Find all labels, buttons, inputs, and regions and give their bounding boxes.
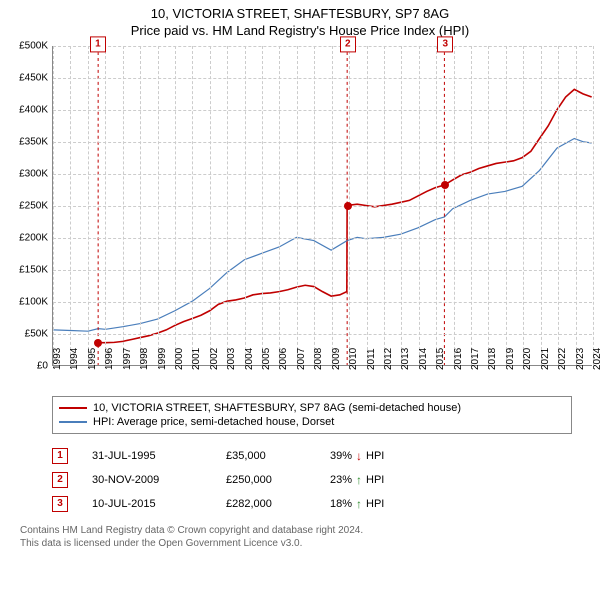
chart: 123 £0£50K£100K£150K£200K£250K£300K£350K…	[52, 46, 592, 386]
gridline-v	[245, 46, 246, 365]
arrow-icon: ↑	[356, 497, 362, 511]
gridline-v	[576, 46, 577, 365]
ytick-label: £150K	[8, 264, 48, 275]
gridline-v	[436, 46, 437, 365]
gridline-v	[523, 46, 524, 365]
gridline-h	[53, 334, 592, 335]
xtick-label: 2024	[592, 348, 600, 370]
gridline-v	[53, 46, 54, 365]
ytick-label: £0	[8, 360, 48, 371]
gridline-v	[401, 46, 402, 365]
event-date: 30-NOV-2009	[92, 474, 202, 486]
footer-line-1: Contains HM Land Registry data © Crown c…	[20, 524, 590, 537]
gridline-v	[227, 46, 228, 365]
gridline-h	[53, 46, 592, 47]
gridline-h	[53, 270, 592, 271]
ytick-label: £250K	[8, 200, 48, 211]
gridline-v	[158, 46, 159, 365]
event-row: 2 30-NOV-2009 £250,000 23% ↑ HPI	[52, 468, 572, 492]
legend-row: HPI: Average price, semi-detached house,…	[59, 415, 565, 429]
gridline-v	[593, 46, 594, 365]
gridline-h	[53, 110, 592, 111]
event-row: 1 31-JUL-1995 £35,000 39% ↓ HPI	[52, 444, 572, 468]
ytick-label: £450K	[8, 72, 48, 83]
event-box: 2	[52, 472, 68, 488]
gridline-v	[454, 46, 455, 365]
gridline-v	[314, 46, 315, 365]
event-delta-pct: 23%	[330, 474, 352, 486]
gridline-h	[53, 174, 592, 175]
ytick-label: £400K	[8, 104, 48, 115]
marker-box: 1	[90, 36, 106, 52]
gridline-v	[175, 46, 176, 365]
gridline-v	[210, 46, 211, 365]
gridline-h	[53, 238, 592, 239]
title-line-1: 10, VICTORIA STREET, SHAFTESBURY, SP7 8A…	[10, 6, 590, 23]
gridline-v	[332, 46, 333, 365]
event-delta-suffix: HPI	[366, 498, 384, 510]
event-delta-pct: 39%	[330, 450, 352, 462]
marker-dot	[94, 339, 102, 347]
gridline-v	[419, 46, 420, 365]
gridline-v	[140, 46, 141, 365]
event-row: 3 10-JUL-2015 £282,000 18% ↑ HPI	[52, 492, 572, 516]
marker-box: 2	[340, 36, 356, 52]
marker-dot	[344, 202, 352, 210]
gridline-v	[297, 46, 298, 365]
gridline-v	[123, 46, 124, 365]
gridline-h	[53, 302, 592, 303]
ytick-label: £200K	[8, 232, 48, 243]
event-delta-suffix: HPI	[366, 474, 384, 486]
gridline-v	[471, 46, 472, 365]
event-price: £250,000	[226, 474, 306, 486]
marker-dot	[441, 181, 449, 189]
event-date: 31-JUL-1995	[92, 450, 202, 462]
ytick-label: £500K	[8, 40, 48, 51]
page: 10, VICTORIA STREET, SHAFTESBURY, SP7 8A…	[0, 0, 600, 590]
legend-row: 10, VICTORIA STREET, SHAFTESBURY, SP7 8A…	[59, 401, 565, 415]
arrow-icon: ↓	[356, 449, 362, 463]
event-delta-pct: 18%	[330, 498, 352, 510]
gridline-v	[384, 46, 385, 365]
gridline-h	[53, 78, 592, 79]
gridline-v	[192, 46, 193, 365]
event-date: 10-JUL-2015	[92, 498, 202, 510]
event-price: £35,000	[226, 450, 306, 462]
legend-label: HPI: Average price, semi-detached house,…	[93, 416, 334, 428]
legend-swatch	[59, 421, 87, 423]
gridline-v	[488, 46, 489, 365]
gridline-v	[88, 46, 89, 365]
gridline-v	[541, 46, 542, 365]
series-property	[98, 89, 592, 342]
ytick-label: £350K	[8, 136, 48, 147]
event-delta: 39% ↓ HPI	[330, 449, 384, 463]
ytick-label: £100K	[8, 296, 48, 307]
gridline-v	[279, 46, 280, 365]
event-delta: 23% ↑ HPI	[330, 473, 384, 487]
footer: Contains HM Land Registry data © Crown c…	[20, 524, 590, 550]
plot-area: 123	[52, 46, 592, 366]
event-box: 1	[52, 448, 68, 464]
footer-line-2: This data is licensed under the Open Gov…	[20, 537, 590, 550]
event-box: 3	[52, 496, 68, 512]
gridline-h	[53, 142, 592, 143]
gridline-h	[53, 206, 592, 207]
gridline-v	[70, 46, 71, 365]
legend-swatch	[59, 407, 87, 409]
marker-box: 3	[437, 36, 453, 52]
gridline-v	[506, 46, 507, 365]
arrow-icon: ↑	[356, 473, 362, 487]
legend: 10, VICTORIA STREET, SHAFTESBURY, SP7 8A…	[52, 396, 572, 434]
gridline-v	[367, 46, 368, 365]
gridline-v	[558, 46, 559, 365]
event-price: £282,000	[226, 498, 306, 510]
event-delta: 18% ↑ HPI	[330, 497, 384, 511]
ytick-label: £300K	[8, 168, 48, 179]
legend-label: 10, VICTORIA STREET, SHAFTESBURY, SP7 8A…	[93, 402, 461, 414]
gridline-v	[105, 46, 106, 365]
gridline-v	[262, 46, 263, 365]
event-delta-suffix: HPI	[366, 450, 384, 462]
events-table: 1 31-JUL-1995 £35,000 39% ↓ HPI 2 30-NOV-2009 £2…	[52, 444, 572, 516]
ytick-label: £50K	[8, 328, 48, 339]
